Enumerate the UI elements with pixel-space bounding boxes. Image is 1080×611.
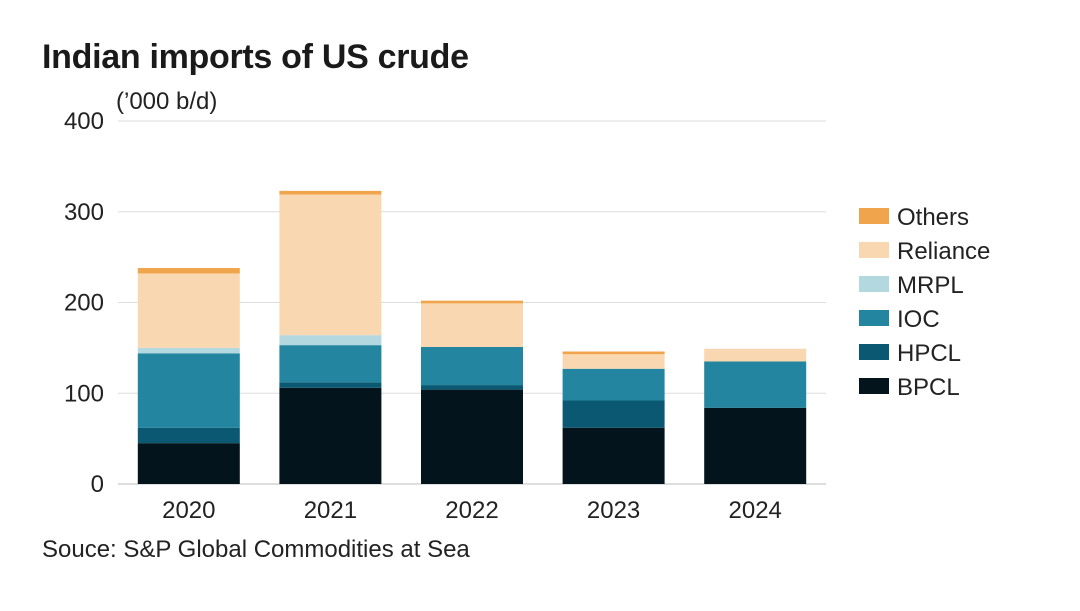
bar-segment-hpcl-2022	[421, 385, 523, 390]
x-tick-label: 2022	[445, 497, 498, 524]
bar-segment-bpcl-2021	[279, 387, 382, 484]
bar-segment-hpcl-2021	[279, 382, 382, 388]
bar-segment-ioc-2020	[137, 353, 240, 428]
bar-segment-reliance-2024	[704, 348, 807, 362]
source-note: Souce: S&P Global Commodities at Sea	[42, 536, 470, 563]
bar-segment-others-2022	[421, 300, 523, 304]
bar-segment-reliance-2023	[562, 354, 665, 369]
legend-swatch-reliance	[859, 242, 889, 258]
x-tick-label: 2021	[304, 497, 357, 524]
bar-segment-ioc-2024	[704, 361, 807, 408]
bar-segment-ioc-2021	[279, 345, 382, 383]
chart-title: Indian imports of US crude	[42, 38, 469, 76]
y-tick-label: 200	[64, 290, 104, 317]
bar-segment-hpcl-2020	[137, 427, 240, 444]
legend-label-ioc: IOC	[897, 306, 940, 333]
legend-swatch-mrpl	[859, 276, 889, 292]
bar-segment-bpcl-2023	[562, 427, 665, 484]
y-tick-label: 400	[64, 108, 104, 135]
x-tick-label: 2020	[162, 497, 215, 524]
legend-label-others: Others	[897, 204, 969, 231]
y-tick-label: 0	[91, 471, 104, 498]
legend-label-hpcl: HPCL	[897, 340, 961, 367]
legend-swatch-bpcl	[859, 378, 889, 394]
bar-segment-bpcl-2020	[137, 443, 240, 484]
legend-swatch-hpcl	[859, 344, 889, 360]
x-tick-label: 2024	[729, 497, 782, 524]
legend-label-mrpl: MRPL	[897, 272, 964, 299]
bar-segment-reliance-2022	[421, 303, 523, 347]
bar-segment-reliance-2021	[279, 194, 382, 336]
bar-segment-hpcl-2023	[562, 400, 665, 428]
bar-segment-others-2020	[137, 268, 240, 274]
bar-segment-ioc-2023	[562, 368, 665, 401]
y-tick-label: 100	[64, 380, 104, 407]
bar-segment-bpcl-2022	[421, 389, 523, 484]
bar-segment-mrpl-2020	[137, 347, 240, 354]
x-tick-label: 2023	[587, 497, 640, 524]
bar-segment-ioc-2022	[421, 346, 523, 386]
units-label: (’000 b/d)	[116, 88, 218, 115]
legend-label-bpcl: BPCL	[897, 374, 960, 401]
legend-swatch-others	[859, 208, 889, 224]
bar-segment-others-2021	[279, 190, 382, 195]
legend-swatch-ioc	[859, 310, 889, 326]
bar-segment-mrpl-2021	[279, 335, 382, 346]
bar-segment-reliance-2020	[137, 273, 240, 348]
bar-segment-others-2023	[562, 351, 665, 355]
y-tick-label: 300	[64, 199, 104, 226]
legend-label-reliance: Reliance	[897, 238, 990, 265]
bar-segment-bpcl-2024	[704, 407, 807, 484]
